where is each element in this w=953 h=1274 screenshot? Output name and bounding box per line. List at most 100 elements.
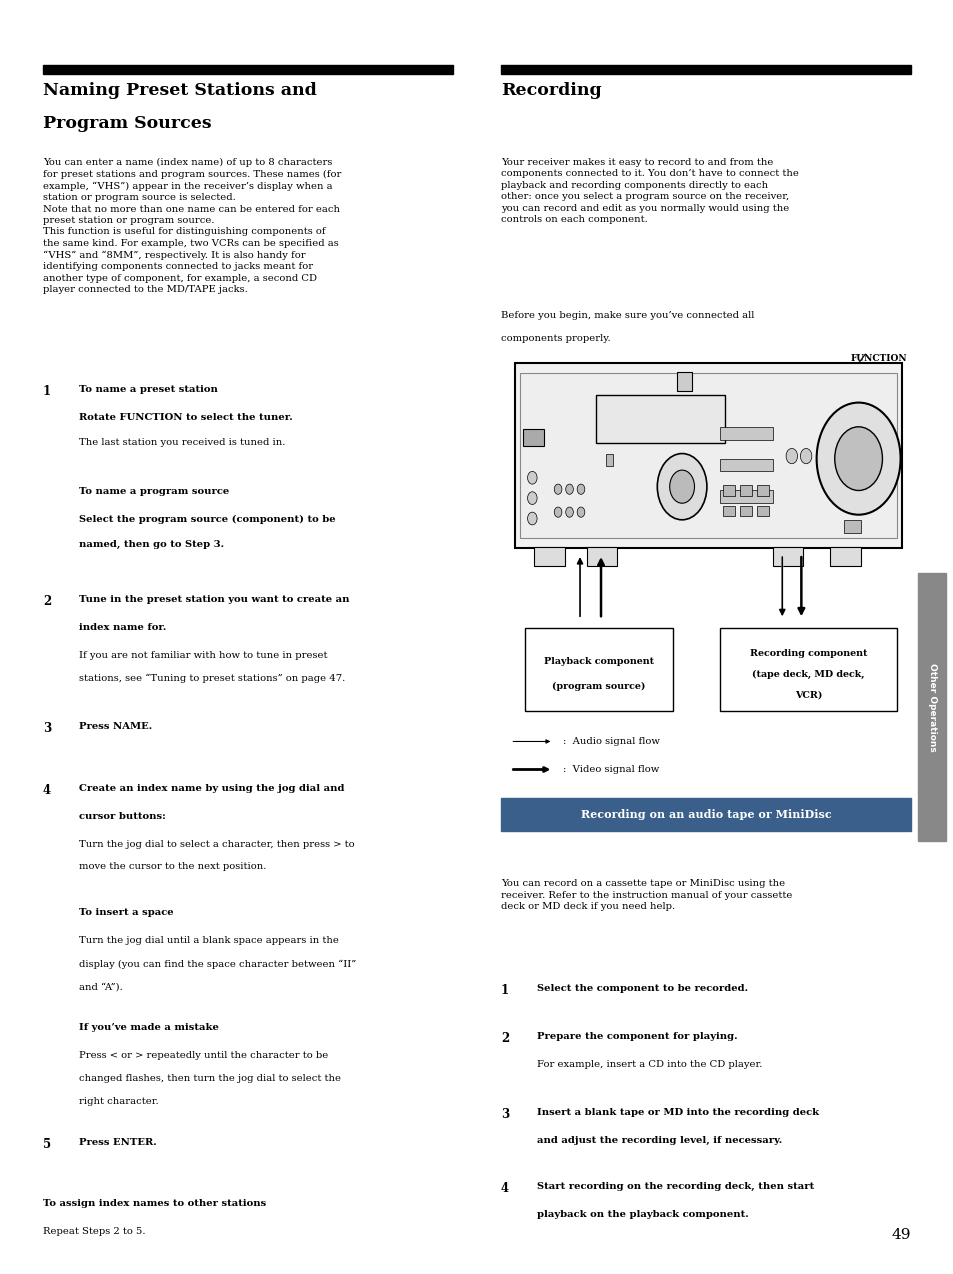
Bar	[720, 628, 896, 711]
Text: To name a preset station: To name a preset station	[79, 385, 218, 394]
Bar	[740, 506, 751, 516]
Circle shape	[669, 470, 694, 503]
Text: 3: 3	[43, 722, 51, 735]
Text: Turn the jog dial until a blank space appears in the: Turn the jog dial until a blank space ap…	[79, 936, 338, 945]
Bar	[524, 628, 672, 711]
Text: Playback component: Playback component	[543, 657, 653, 666]
Circle shape	[577, 507, 584, 517]
Bar	[917, 573, 945, 841]
Circle shape	[800, 448, 811, 464]
Text: 2: 2	[500, 1032, 509, 1045]
Circle shape	[657, 454, 706, 520]
Text: stations, see “Tuning to preset stations” on page 47.: stations, see “Tuning to preset stations…	[79, 674, 345, 683]
Bar	[500, 65, 910, 74]
Text: Turn the jog dial to select a character, then press > to: Turn the jog dial to select a character,…	[79, 840, 355, 848]
Circle shape	[565, 484, 573, 494]
Text: Start recording on the recording deck, then start: Start recording on the recording deck, t…	[537, 1182, 814, 1191]
Text: index name for.: index name for.	[79, 623, 167, 632]
Circle shape	[577, 484, 584, 494]
Text: changed flashes, then turn the jog dial to select the: changed flashes, then turn the jog dial …	[79, 1074, 341, 1083]
Bar	[722, 506, 734, 516]
Circle shape	[527, 512, 537, 525]
Bar	[843, 520, 861, 533]
Bar	[677, 372, 691, 391]
Text: named, then go to Step 3.: named, then go to Step 3.	[79, 540, 224, 549]
Bar	[500, 798, 910, 831]
Text: 3: 3	[500, 1108, 509, 1121]
Text: Press < or > repeatedly until the character to be: Press < or > repeatedly until the charac…	[79, 1051, 328, 1060]
Text: Recording component: Recording component	[749, 648, 866, 657]
Text: Recording: Recording	[500, 82, 600, 98]
Text: Before you begin, make sure you’ve connected all: Before you begin, make sure you’ve conne…	[500, 311, 754, 320]
Text: 1: 1	[500, 984, 509, 996]
Text: :  Audio signal flow: : Audio signal flow	[562, 736, 659, 747]
Bar	[757, 506, 768, 516]
Text: Select the component to be recorded.: Select the component to be recorded.	[537, 984, 747, 992]
Text: VCR): VCR)	[794, 691, 821, 699]
Text: The last station you received is tuned in.: The last station you received is tuned i…	[79, 438, 285, 447]
Text: Insert a blank tape or MD into the recording deck: Insert a blank tape or MD into the recor…	[537, 1108, 819, 1117]
Text: 1: 1	[43, 385, 51, 397]
Text: You can record on a cassette tape or MiniDisc using the
receiver. Refer to the i: You can record on a cassette tape or Min…	[500, 879, 791, 911]
Bar	[720, 427, 772, 440]
Text: Recording on an audio tape or MiniDisc: Recording on an audio tape or MiniDisc	[580, 809, 830, 819]
Text: components properly.: components properly.	[500, 334, 610, 343]
Text: 49: 49	[891, 1228, 910, 1242]
Text: Select the program source (component) to be: Select the program source (component) to…	[79, 515, 335, 524]
Text: Other Operations: Other Operations	[926, 662, 936, 752]
Text: If you’ve made a mistake: If you’ve made a mistake	[79, 1023, 219, 1032]
Text: and “A”).: and “A”).	[79, 982, 123, 991]
Text: Naming Preset Stations and: Naming Preset Stations and	[43, 82, 316, 98]
Text: (program source): (program source)	[552, 682, 644, 691]
Bar	[605, 454, 613, 466]
Text: Your receiver makes it easy to record to and from the
components connected to it: Your receiver makes it easy to record to…	[500, 158, 798, 224]
Text: :  Video signal flow: : Video signal flow	[562, 764, 659, 775]
Text: display (you can find the space character between “II”: display (you can find the space characte…	[79, 959, 356, 968]
Text: Rotate FUNCTION to select the tuner.: Rotate FUNCTION to select the tuner.	[79, 413, 293, 422]
Bar	[596, 395, 724, 443]
Circle shape	[554, 484, 561, 494]
Bar	[722, 485, 734, 496]
Text: To name a program source: To name a program source	[79, 487, 229, 496]
Text: You can enter a name (index name) of up to 8 characters
for preset stations and : You can enter a name (index name) of up …	[43, 158, 341, 294]
Text: Repeat Steps 2 to 5.: Repeat Steps 2 to 5.	[43, 1227, 145, 1236]
Text: For example, insert a CD into the CD player.: For example, insert a CD into the CD pla…	[537, 1060, 761, 1069]
Bar	[772, 547, 802, 566]
Bar	[586, 547, 617, 566]
Bar	[534, 547, 564, 566]
Text: Program Sources: Program Sources	[43, 115, 212, 131]
Text: (tape deck, MD deck,: (tape deck, MD deck,	[752, 670, 863, 679]
Bar	[43, 65, 453, 74]
Bar	[740, 485, 751, 496]
Text: 4: 4	[500, 1182, 509, 1195]
Text: playback on the playback component.: playback on the playback component.	[537, 1210, 748, 1219]
Text: If you are not familiar with how to tune in preset: If you are not familiar with how to tune…	[79, 651, 327, 660]
Text: Prepare the component for playing.: Prepare the component for playing.	[537, 1032, 737, 1041]
Text: Tune in the preset station you want to create an: Tune in the preset station you want to c…	[79, 595, 350, 604]
Text: move the cursor to the next position.: move the cursor to the next position.	[79, 862, 266, 871]
Text: To insert a space: To insert a space	[79, 908, 173, 917]
Text: 4: 4	[43, 784, 51, 796]
Bar	[829, 547, 860, 566]
Bar	[720, 459, 772, 471]
Bar	[515, 363, 901, 548]
Bar	[522, 429, 543, 446]
Circle shape	[565, 507, 573, 517]
Circle shape	[527, 471, 537, 484]
Circle shape	[816, 403, 900, 515]
Circle shape	[785, 448, 797, 464]
Bar	[757, 485, 768, 496]
Text: right character.: right character.	[79, 1097, 158, 1106]
Text: 2: 2	[43, 595, 51, 608]
Text: FUNCTION: FUNCTION	[850, 354, 906, 363]
Text: Press ENTER.: Press ENTER.	[79, 1138, 156, 1147]
Bar	[720, 490, 772, 503]
Circle shape	[554, 507, 561, 517]
Text: and adjust the recording level, if necessary.: and adjust the recording level, if neces…	[537, 1136, 781, 1145]
Circle shape	[834, 427, 882, 490]
Bar	[519, 373, 896, 538]
Text: Create an index name by using the jog dial and: Create an index name by using the jog di…	[79, 784, 344, 792]
Text: cursor buttons:: cursor buttons:	[79, 812, 166, 820]
Text: Press NAME.: Press NAME.	[79, 722, 152, 731]
Circle shape	[527, 492, 537, 505]
